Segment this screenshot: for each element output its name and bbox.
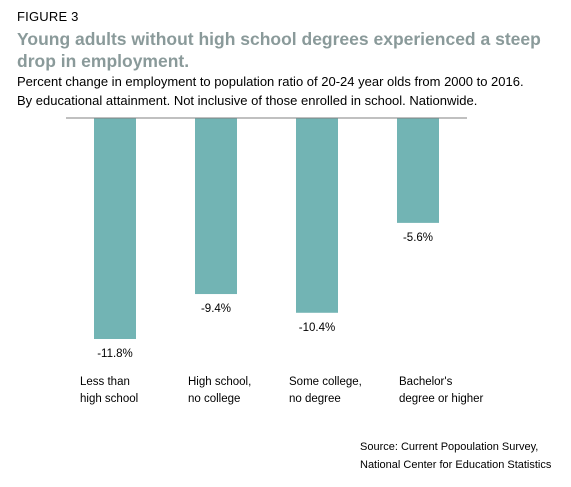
bar-high-school-no-college — [195, 118, 237, 295]
bar-less-than-high-school — [94, 118, 136, 339]
chart-subtitle: Percent change in employment to populati… — [17, 72, 567, 110]
data-label-some-college-no-degree: -10.4% — [299, 322, 335, 334]
source-note: Source: Current Popoulation Survey, Nati… — [360, 441, 552, 471]
chart-title: Young adults without high school degrees… — [17, 29, 541, 71]
category-label-some-college-no-degree: Some college, no degree — [289, 376, 362, 405]
category-label-bachelors-degree-or-higher: Bachelor's degree or higher — [399, 376, 484, 405]
bar-some-college-no-degree — [296, 118, 338, 313]
data-labels-layer: -11.8% -9.4% -10.4% -5.6% — [97, 232, 433, 360]
bars-layer — [94, 118, 439, 339]
category-label-less-than-high-school: Less than high school — [80, 376, 139, 405]
subtitle-line-1: Percent change in employment to populati… — [17, 74, 524, 89]
bar-bachelors-degree-or-higher — [397, 118, 439, 223]
category-label-high-school-no-college: High school, no college — [188, 376, 252, 405]
data-label-high-school-no-college: -9.4% — [201, 303, 231, 315]
subtitle-line-2: By educational attainment. Not inclusive… — [17, 93, 478, 108]
figure-label: FIGURE 3 — [17, 9, 79, 24]
data-label-bachelors-degree-or-higher: -5.6% — [403, 232, 433, 244]
data-label-less-than-high-school: -11.8% — [97, 348, 133, 360]
